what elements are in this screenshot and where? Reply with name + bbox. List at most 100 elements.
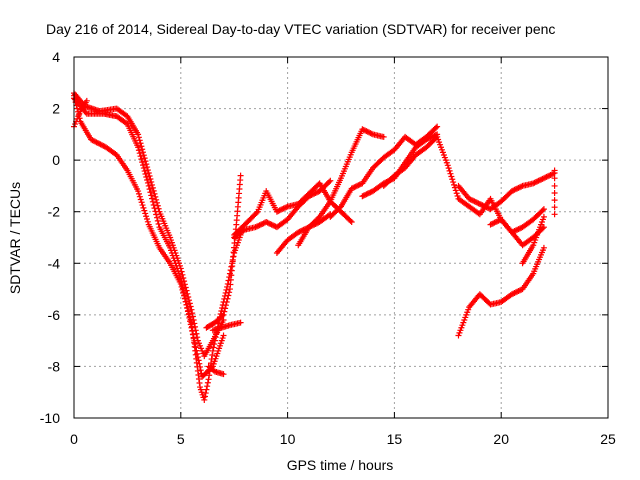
data-point bbox=[211, 337, 218, 344]
x-tick-label: 15 bbox=[387, 431, 403, 447]
data-point bbox=[487, 221, 494, 228]
data-point bbox=[178, 283, 185, 290]
data-point bbox=[148, 178, 155, 185]
data-point bbox=[359, 126, 366, 133]
series-track-20 bbox=[551, 167, 558, 218]
data-point bbox=[312, 190, 319, 197]
data-point bbox=[142, 158, 149, 165]
data-point bbox=[539, 175, 546, 182]
data-point bbox=[145, 182, 152, 189]
data-point bbox=[135, 188, 142, 195]
data-point bbox=[355, 182, 362, 189]
data-point bbox=[488, 220, 495, 227]
y-tick-label: -2 bbox=[48, 204, 61, 220]
data-point bbox=[551, 211, 558, 218]
data-point bbox=[139, 146, 146, 153]
data-point bbox=[448, 173, 455, 180]
axis-ticks bbox=[73, 56, 609, 419]
data-point bbox=[145, 170, 152, 177]
data-point bbox=[466, 195, 473, 202]
data-point bbox=[135, 190, 142, 197]
data-point bbox=[144, 179, 151, 186]
data-point bbox=[444, 162, 451, 169]
data-point bbox=[360, 126, 367, 133]
series-track-16 bbox=[455, 170, 558, 213]
data-point bbox=[367, 189, 374, 196]
x-tick-label: 25 bbox=[600, 431, 616, 447]
data-point bbox=[515, 226, 522, 233]
data-point bbox=[220, 332, 227, 339]
data-point bbox=[446, 167, 453, 174]
series-track-17 bbox=[455, 244, 547, 339]
data-point bbox=[150, 187, 157, 194]
data-point bbox=[535, 177, 542, 184]
data-point bbox=[531, 179, 538, 186]
data-point bbox=[267, 220, 274, 227]
series-track-6 bbox=[209, 319, 244, 334]
data-point bbox=[313, 189, 320, 196]
y-tick-label: -8 bbox=[48, 358, 61, 374]
data-point bbox=[253, 223, 260, 230]
data-point bbox=[212, 334, 219, 341]
data-point bbox=[297, 228, 304, 235]
data-point bbox=[539, 225, 546, 232]
data-point bbox=[538, 176, 545, 183]
data-point bbox=[471, 198, 478, 205]
data-point bbox=[326, 178, 333, 185]
data-point bbox=[362, 191, 369, 198]
data-point bbox=[138, 143, 145, 150]
data-point bbox=[263, 219, 270, 226]
data-point bbox=[186, 313, 193, 320]
data-point bbox=[208, 360, 215, 367]
data-point bbox=[451, 181, 458, 188]
data-point bbox=[277, 206, 284, 213]
data-point bbox=[264, 219, 271, 226]
data-point bbox=[155, 221, 162, 228]
data-point bbox=[424, 135, 431, 142]
data-point bbox=[536, 177, 543, 184]
data-point bbox=[188, 306, 195, 313]
data-point bbox=[327, 177, 334, 184]
data-point bbox=[295, 229, 302, 236]
data-point bbox=[181, 292, 188, 299]
data-point bbox=[347, 217, 354, 224]
series-track-5 bbox=[203, 172, 244, 331]
data-point bbox=[309, 191, 316, 198]
data-point bbox=[480, 202, 487, 209]
data-point bbox=[220, 311, 227, 318]
data-point bbox=[209, 347, 216, 354]
data-point bbox=[269, 222, 276, 229]
data-point bbox=[208, 356, 215, 363]
data-point bbox=[367, 130, 374, 137]
data-point bbox=[491, 219, 498, 226]
data-point bbox=[141, 168, 148, 175]
data-point bbox=[540, 244, 547, 251]
data-point bbox=[181, 295, 188, 302]
data-point bbox=[449, 176, 456, 183]
data-point bbox=[187, 316, 194, 323]
data-point bbox=[240, 227, 247, 234]
y-tick-label: 4 bbox=[52, 49, 60, 65]
data-point bbox=[137, 153, 144, 160]
data-point bbox=[359, 193, 366, 200]
data-point bbox=[540, 175, 547, 182]
data-point bbox=[265, 220, 272, 227]
data-point bbox=[276, 207, 283, 214]
data-point bbox=[185, 307, 192, 314]
data-point bbox=[273, 208, 280, 215]
data-point bbox=[512, 227, 519, 234]
data-point bbox=[237, 319, 244, 326]
data-point bbox=[219, 312, 226, 319]
data-point bbox=[142, 171, 149, 178]
data-point bbox=[180, 289, 187, 296]
data-point bbox=[551, 167, 558, 174]
data-point bbox=[551, 204, 558, 211]
data-point bbox=[201, 396, 208, 403]
series-track-11 bbox=[295, 126, 387, 249]
data-point bbox=[147, 175, 154, 182]
data-point bbox=[143, 216, 150, 223]
data-point bbox=[364, 190, 371, 197]
data-point bbox=[135, 147, 142, 154]
data-point bbox=[356, 181, 363, 188]
data-point bbox=[475, 200, 482, 207]
